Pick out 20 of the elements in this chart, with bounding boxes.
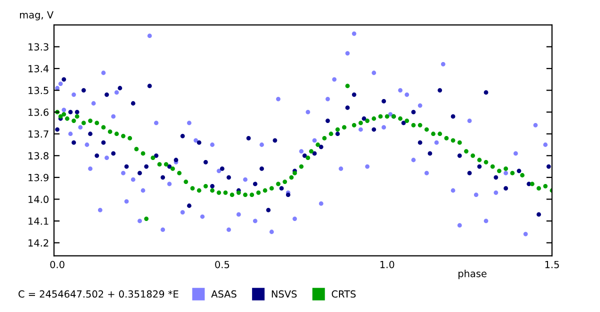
y-tick-label: 13.6 [28, 108, 49, 116]
y-tick-label: 13.3 [28, 43, 48, 51]
y-tick-label: 13.7 [28, 130, 48, 138]
y-tick-label: 14.0 [28, 196, 48, 204]
x-tick-label: 1.5 [545, 261, 559, 268]
y-tick-label: 13.4 [28, 65, 49, 72]
x-tick-label: 0.5 [215, 260, 230, 268]
y-tick-label: 13.8 [28, 152, 48, 160]
y-tick-label: 13.9 [28, 174, 48, 182]
text: C = 2454647.502 + 0.351829 *E [18, 290, 178, 298]
y-axis-title: mag, V [20, 11, 54, 20]
legend-label: ASAS [211, 290, 236, 298]
y-tick-label: 14.2 [28, 239, 48, 246]
y-tick-label: 14.1 [28, 218, 48, 225]
legend-label: NSVS [272, 290, 297, 298]
x-tick-label: 1.0 [380, 260, 394, 268]
x-tick-label: 0.0 [50, 260, 64, 268]
x-axis-title: phase [458, 270, 486, 280]
legend-label: CRTS [332, 290, 356, 298]
y-tick-label: 13.5 [28, 86, 48, 94]
